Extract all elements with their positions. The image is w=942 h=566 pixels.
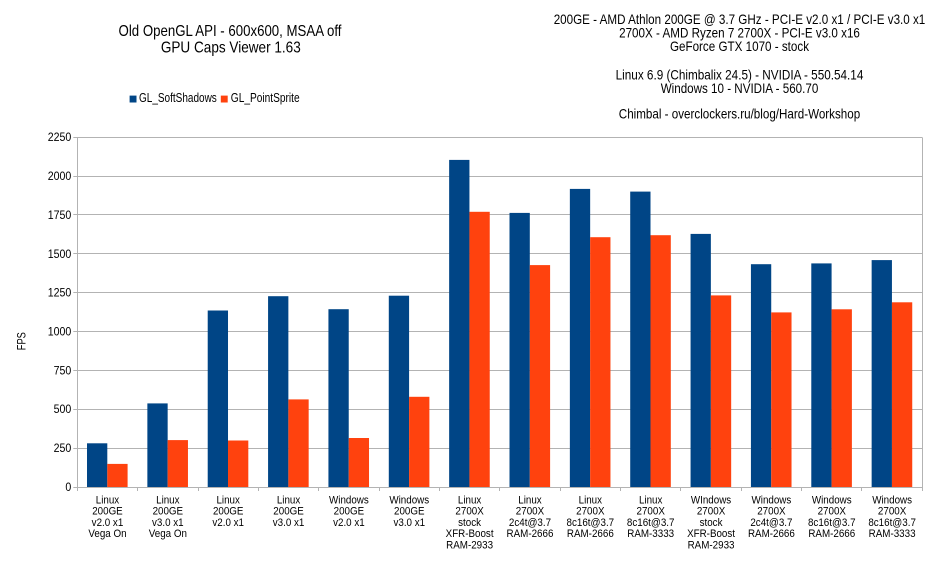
- svg-text:GPU Caps Viewer 1.63: GPU Caps Viewer 1.63: [161, 39, 301, 57]
- svg-text:RAM-2666: RAM-2666: [507, 528, 554, 540]
- svg-text:Windows: Windows: [812, 494, 852, 506]
- svg-text:v2.0 x1: v2.0 x1: [333, 517, 365, 529]
- svg-text:Vega On: Vega On: [88, 528, 126, 540]
- svg-text:stock: stock: [458, 517, 482, 529]
- svg-text:Linux: Linux: [216, 494, 240, 506]
- svg-text:2700X: 2700X: [818, 506, 846, 518]
- svg-text:RAM-3333: RAM-3333: [627, 528, 674, 540]
- svg-text:RAM-3333: RAM-3333: [869, 528, 916, 540]
- svg-text:Windows: Windows: [752, 494, 792, 506]
- svg-text:Windows: Windows: [872, 494, 912, 506]
- svg-text:2250: 2250: [48, 130, 72, 144]
- svg-text:200GE - AMD Athlon 200GE @ 3.7: 200GE - AMD Athlon 200GE @ 3.7 GHz - PCI…: [554, 12, 926, 27]
- svg-text:Windows: Windows: [329, 494, 369, 506]
- svg-text:8c16t@3.7: 8c16t@3.7: [868, 517, 916, 529]
- svg-text:200GE: 200GE: [273, 506, 304, 518]
- svg-text:Linux: Linux: [96, 494, 120, 506]
- svg-text:Chimbal - overclockers.ru/blog: Chimbal - overclockers.ru/blog/Hard-Work…: [619, 106, 860, 121]
- svg-text:2000: 2000: [48, 169, 72, 183]
- svg-text:v3.0 x1: v3.0 x1: [152, 517, 184, 529]
- svg-text:WIndows: WIndows: [691, 494, 731, 506]
- svg-text:Linux: Linux: [458, 494, 482, 506]
- svg-text:2700X: 2700X: [576, 506, 604, 518]
- svg-text:2700X: 2700X: [697, 506, 725, 518]
- svg-text:1250: 1250: [48, 286, 72, 300]
- svg-text:1000: 1000: [48, 324, 72, 338]
- svg-text:1500: 1500: [48, 247, 72, 261]
- svg-text:200GE: 200GE: [92, 506, 123, 518]
- svg-text:stock: stock: [700, 517, 724, 529]
- svg-text:8c16t@3.7: 8c16t@3.7: [627, 517, 675, 529]
- svg-text:750: 750: [54, 363, 72, 377]
- svg-text:2c4t@3.7: 2c4t@3.7: [750, 517, 792, 529]
- svg-text:v2.0 x1: v2.0 x1: [92, 517, 124, 529]
- svg-text:250: 250: [54, 441, 72, 455]
- svg-text:v3.0 x1: v3.0 x1: [273, 517, 305, 529]
- svg-text:1750: 1750: [48, 208, 72, 222]
- svg-text:2c4t@3.7: 2c4t@3.7: [509, 517, 551, 529]
- svg-text:200GE: 200GE: [213, 506, 244, 518]
- svg-text:2700X: 2700X: [878, 506, 906, 518]
- svg-text:GL_SoftShadows: GL_SoftShadows: [139, 90, 217, 105]
- svg-text:Linux: Linux: [277, 494, 301, 506]
- svg-text:2700X: 2700X: [455, 506, 483, 518]
- svg-text:FPS: FPS: [14, 332, 28, 350]
- svg-text:RAM-2666: RAM-2666: [808, 528, 855, 540]
- svg-text:Windows: Windows: [389, 494, 429, 506]
- svg-text:Linux: Linux: [579, 494, 603, 506]
- svg-text:2700X: 2700X: [516, 506, 544, 518]
- svg-text:Old OpenGL API - 600x600, MSAA: Old OpenGL API - 600x600, MSAA off: [119, 22, 342, 40]
- svg-text:Linux: Linux: [639, 494, 663, 506]
- svg-text:2700X: 2700X: [636, 506, 664, 518]
- svg-text:RAM-2666: RAM-2666: [748, 528, 795, 540]
- svg-text:200GE: 200GE: [153, 506, 184, 518]
- svg-text:v3.0 x1: v3.0 x1: [393, 517, 425, 529]
- svg-text:200GE: 200GE: [394, 506, 425, 518]
- svg-text:XFR-Boost: XFR-Boost: [687, 528, 735, 540]
- svg-text:0: 0: [65, 480, 71, 494]
- svg-text:8c16t@3.7: 8c16t@3.7: [808, 517, 856, 529]
- svg-text:RAM-2933: RAM-2933: [688, 540, 735, 552]
- svg-text:200GE: 200GE: [334, 506, 365, 518]
- svg-text:Linux: Linux: [518, 494, 542, 506]
- svg-text:Linux 6.9 (Chimbalix 24.5) - N: Linux 6.9 (Chimbalix 24.5) - NVIDIA - 55…: [616, 67, 864, 82]
- svg-text:2700X - AMD Ryzen 7 2700X - PC: 2700X - AMD Ryzen 7 2700X - PCI-E v3.0 x…: [619, 26, 860, 41]
- svg-text:GeForce GTX 1070 - stock: GeForce GTX 1070 - stock: [670, 39, 809, 54]
- svg-text:RAM-2933: RAM-2933: [446, 540, 493, 552]
- svg-text:2700X: 2700X: [757, 506, 785, 518]
- svg-text:RAM-2666: RAM-2666: [567, 528, 614, 540]
- svg-text:Windows 10 - NVIDIA - 560.70: Windows 10 - NVIDIA - 560.70: [661, 81, 819, 96]
- svg-text:Linux: Linux: [156, 494, 180, 506]
- svg-text:500: 500: [54, 402, 72, 416]
- svg-text:XFR-Boost: XFR-Boost: [446, 528, 494, 540]
- svg-text:Vega On: Vega On: [149, 528, 187, 540]
- svg-text:v2.0 x1: v2.0 x1: [212, 517, 244, 529]
- svg-text:8c16t@3.7: 8c16t@3.7: [567, 517, 615, 529]
- svg-text:GL_PointSprite: GL_PointSprite: [231, 90, 300, 105]
